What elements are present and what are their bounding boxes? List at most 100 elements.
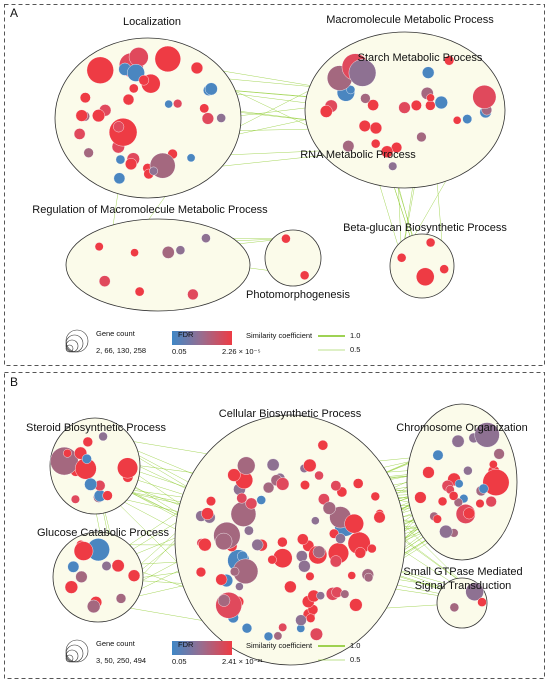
legend-text: 1.0 <box>350 331 360 340</box>
node <box>367 543 377 554</box>
node <box>298 560 311 573</box>
node <box>201 112 214 125</box>
legend-text: 0.05 <box>172 347 187 356</box>
node <box>344 513 364 534</box>
node <box>273 631 283 641</box>
node <box>463 507 476 520</box>
node <box>263 631 274 641</box>
size-legend-circle <box>65 339 79 353</box>
node <box>444 55 455 66</box>
node <box>215 573 228 586</box>
node <box>70 494 80 504</box>
legend-title: Gene count <box>96 639 136 648</box>
cluster-label: Steroid Biosynthetic Process <box>26 422 167 434</box>
node <box>340 589 350 599</box>
node <box>86 56 114 84</box>
node <box>380 145 394 158</box>
node <box>373 511 386 524</box>
node <box>101 561 112 571</box>
cluster-label: Glucose Catabolic Process <box>37 527 170 539</box>
node <box>354 547 366 559</box>
node <box>149 166 158 176</box>
node <box>241 623 253 634</box>
node <box>367 99 379 111</box>
node <box>284 580 297 594</box>
node <box>237 456 256 475</box>
node <box>485 496 497 508</box>
nodes <box>50 45 510 641</box>
node <box>186 153 196 163</box>
node <box>370 491 380 502</box>
node <box>215 532 233 551</box>
panel-frame <box>4 4 545 366</box>
node <box>349 598 363 612</box>
node <box>448 491 459 501</box>
node <box>98 275 111 287</box>
node <box>266 458 280 472</box>
node <box>122 93 135 106</box>
node <box>128 83 139 94</box>
node <box>262 481 275 494</box>
node <box>305 571 315 581</box>
node <box>432 514 442 524</box>
legend-title: FDR <box>178 330 194 339</box>
node <box>309 627 323 641</box>
node <box>478 483 489 494</box>
node <box>117 457 139 479</box>
node <box>303 458 317 473</box>
node <box>125 158 138 171</box>
cluster-label: Cellular Biosynthetic Process <box>219 408 362 420</box>
labels: A Localization Macromolecule Metabolic Pro… <box>10 6 528 666</box>
node <box>312 545 326 559</box>
node <box>454 479 464 489</box>
node <box>439 264 449 274</box>
node <box>493 448 505 460</box>
cluster-label: Regulation of Macromolecule Metabolic Pr… <box>32 204 268 216</box>
node <box>398 101 411 114</box>
legend-text: 0.05 <box>172 657 187 666</box>
node <box>474 422 500 448</box>
node <box>300 480 310 490</box>
node <box>370 138 381 149</box>
node <box>198 538 212 552</box>
node <box>422 66 435 79</box>
node <box>164 99 173 109</box>
node <box>102 490 113 501</box>
node <box>425 237 436 248</box>
cluster-label: Photomorphogenesis <box>246 289 350 301</box>
node <box>108 118 138 147</box>
node <box>426 93 435 103</box>
node <box>235 582 244 591</box>
node <box>113 172 126 185</box>
node <box>352 478 364 489</box>
legend-title: Similarity coefficient <box>246 331 313 340</box>
node <box>363 572 374 583</box>
legend-text: 2, 66, 130, 258 <box>96 346 146 355</box>
node <box>388 161 398 171</box>
node <box>477 597 487 607</box>
node <box>190 61 204 75</box>
cluster-label: Starch Metabolic Process <box>358 52 483 64</box>
node <box>278 622 288 632</box>
node <box>187 288 199 301</box>
node <box>98 431 108 442</box>
node <box>462 114 473 124</box>
cluster-label: Localization <box>123 16 181 28</box>
node <box>314 470 324 481</box>
node <box>396 253 407 263</box>
node <box>482 469 510 496</box>
node <box>81 453 92 464</box>
node <box>414 491 427 504</box>
panel-label: B <box>10 375 18 389</box>
node <box>87 599 101 614</box>
size-legend-circle <box>65 329 89 353</box>
node <box>115 593 127 604</box>
node <box>316 591 325 600</box>
legend-title: Similarity coefficient <box>246 641 313 650</box>
node <box>113 121 125 133</box>
node <box>369 121 383 135</box>
node <box>245 497 258 510</box>
node <box>134 286 145 297</box>
node <box>216 113 226 123</box>
node <box>311 516 320 525</box>
